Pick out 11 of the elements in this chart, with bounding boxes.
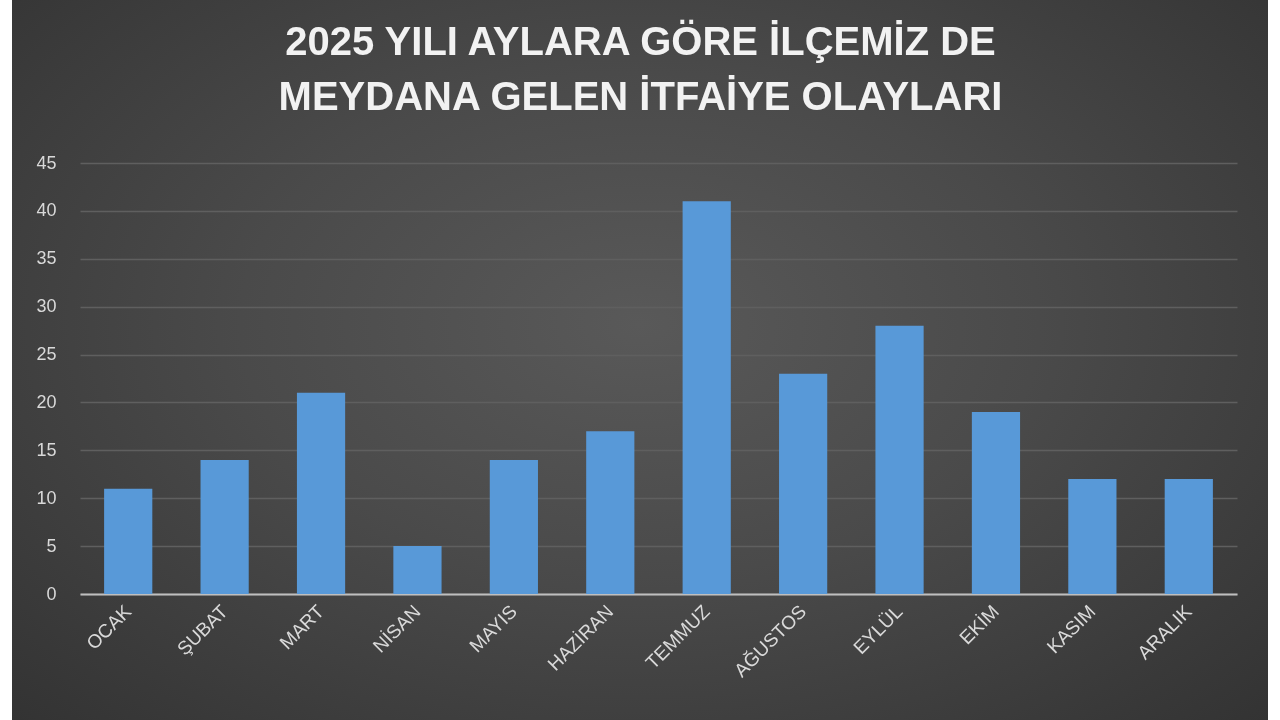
y-tick-label: 20: [36, 391, 57, 412]
y-tick-label: 45: [36, 152, 57, 173]
y-tick-label: 5: [46, 535, 57, 556]
y-tick-label: 35: [36, 248, 57, 269]
y-tick-label: 0: [46, 583, 57, 604]
y-tick-label: 15: [36, 439, 57, 460]
y-tick-label: 25: [36, 344, 57, 365]
chart-title: 2025 YILI AYLARA GÖRE İLÇEMİZ DE MEYDANA GELEN İTFAİYE OLAYLARI: [278, 19, 1003, 118]
y-tick-label: 10: [36, 487, 57, 508]
y-tick-label: 30: [36, 296, 57, 317]
y-tick-label: 40: [36, 200, 57, 221]
